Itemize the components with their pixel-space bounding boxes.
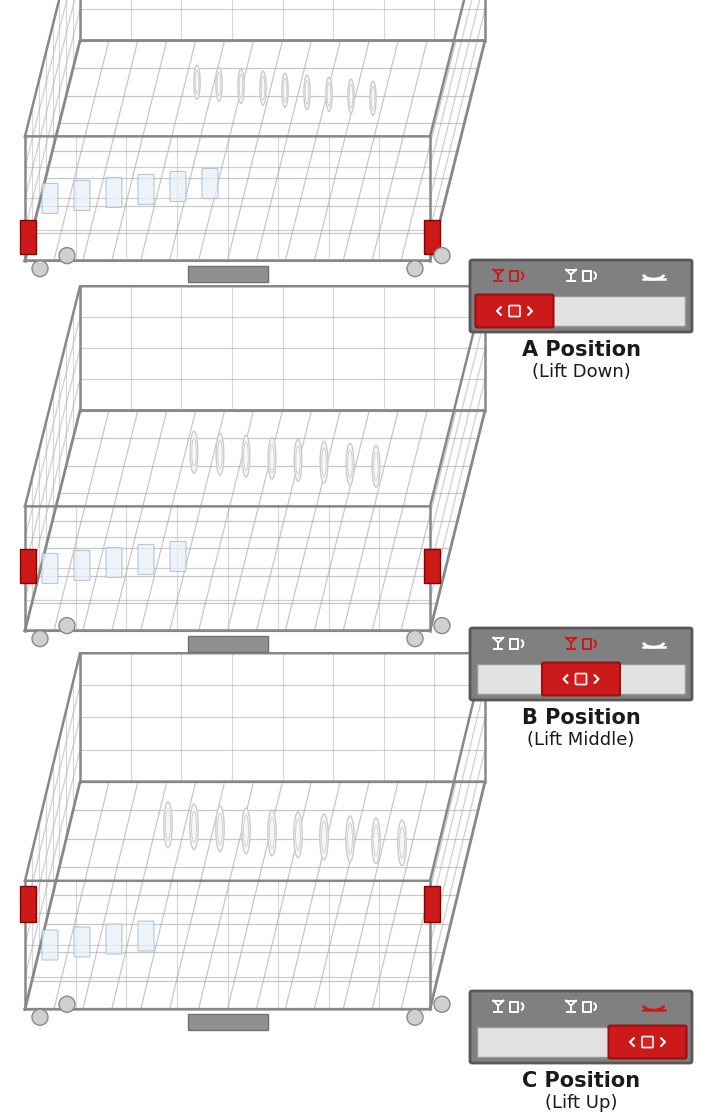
Ellipse shape [372,818,380,864]
FancyBboxPatch shape [470,260,692,332]
Bar [187,1014,268,1030]
Bar [424,219,440,255]
Ellipse shape [397,820,406,865]
Ellipse shape [346,816,354,862]
Bar [510,270,518,280]
Bar [510,638,518,648]
FancyBboxPatch shape [138,921,154,951]
FancyBboxPatch shape [475,295,554,328]
Bar [477,664,685,694]
FancyBboxPatch shape [74,550,90,580]
Ellipse shape [242,808,251,854]
FancyBboxPatch shape [509,306,520,317]
Circle shape [59,248,75,264]
Ellipse shape [238,69,244,103]
FancyBboxPatch shape [575,674,587,685]
Ellipse shape [326,77,332,111]
Ellipse shape [348,79,354,113]
FancyBboxPatch shape [138,545,154,575]
FancyBboxPatch shape [202,169,218,198]
Bar [510,1002,518,1012]
FancyBboxPatch shape [42,183,58,214]
Ellipse shape [304,76,310,109]
Bar [20,548,36,584]
FancyBboxPatch shape [106,178,122,208]
Bar [20,886,36,922]
FancyBboxPatch shape [470,991,692,1063]
Ellipse shape [194,66,200,99]
Ellipse shape [372,445,380,487]
Circle shape [59,617,75,634]
Ellipse shape [268,437,276,479]
Circle shape [59,996,75,1012]
Circle shape [32,1010,48,1025]
Bar [424,548,440,584]
Ellipse shape [346,444,354,485]
FancyBboxPatch shape [138,175,154,205]
FancyBboxPatch shape [106,547,122,577]
FancyBboxPatch shape [106,924,122,954]
Text: C Position: C Position [522,1071,640,1091]
FancyBboxPatch shape [74,180,90,210]
Circle shape [32,631,48,646]
Text: (Lift Middle): (Lift Middle) [527,731,635,749]
Ellipse shape [190,431,198,473]
Ellipse shape [294,812,302,857]
Text: A Position: A Position [521,340,641,360]
FancyBboxPatch shape [542,663,620,695]
Ellipse shape [370,81,376,116]
FancyBboxPatch shape [74,927,90,957]
Bar [477,1027,685,1058]
FancyBboxPatch shape [470,628,692,699]
Ellipse shape [260,71,266,106]
Circle shape [407,260,423,277]
Ellipse shape [216,67,222,101]
Ellipse shape [320,441,328,483]
Ellipse shape [216,434,224,475]
Circle shape [32,260,48,277]
Bar [583,638,591,648]
FancyBboxPatch shape [170,171,186,201]
Bar [187,266,268,281]
Bar [583,270,591,280]
FancyBboxPatch shape [42,930,58,960]
Bar [424,886,440,922]
Ellipse shape [282,73,288,108]
Circle shape [407,631,423,646]
FancyBboxPatch shape [642,1036,653,1048]
Bar [583,1002,591,1012]
Ellipse shape [242,435,250,477]
Bar [187,636,268,652]
Ellipse shape [190,804,198,850]
Text: B Position: B Position [521,708,640,728]
Bar [20,219,36,255]
Text: (Lift Up): (Lift Up) [545,1094,617,1112]
Ellipse shape [320,814,328,860]
FancyBboxPatch shape [170,542,186,572]
Bar [477,296,685,326]
Ellipse shape [216,806,224,852]
Circle shape [434,996,450,1012]
Text: (Lift Down): (Lift Down) [531,363,631,381]
Circle shape [407,1010,423,1025]
FancyBboxPatch shape [42,554,58,584]
Ellipse shape [164,802,172,847]
FancyBboxPatch shape [608,1025,686,1059]
Ellipse shape [294,439,302,481]
Circle shape [434,617,450,634]
Circle shape [434,248,450,264]
Ellipse shape [268,810,276,855]
